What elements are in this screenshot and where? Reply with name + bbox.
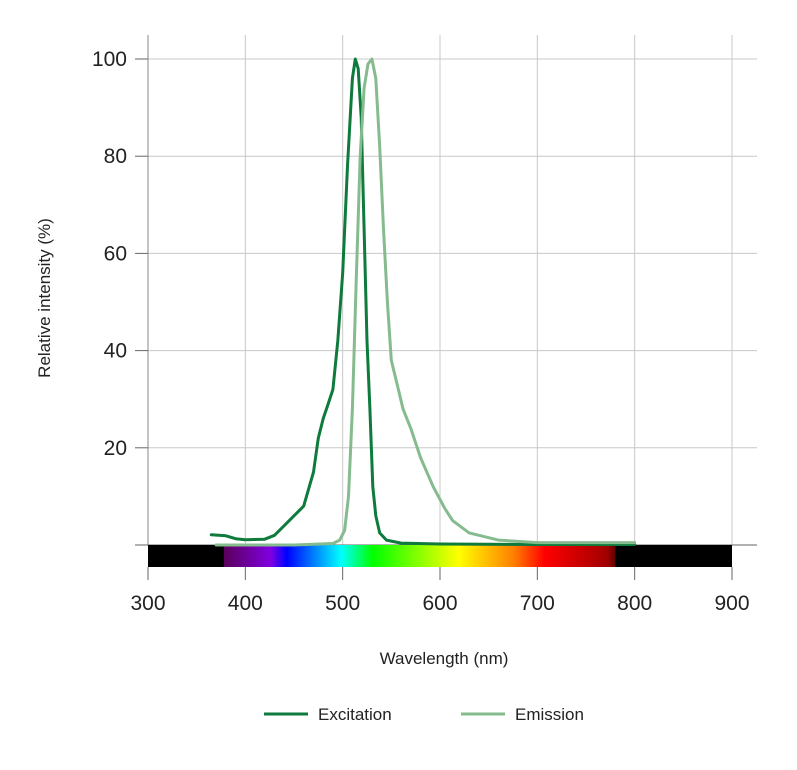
legend-label-excitation: Excitation <box>318 705 392 724</box>
x-tick-label: 600 <box>422 592 457 615</box>
y-axis-label: Relative intensity (%) <box>35 218 54 378</box>
y-tick-label: 100 <box>92 48 127 71</box>
series-line-emission <box>214 57 637 547</box>
x-tick-label: 900 <box>714 592 749 615</box>
legend-label-emission: Emission <box>515 705 584 724</box>
y-tick-label: 40 <box>104 340 127 363</box>
x-tick-label: 400 <box>228 592 263 615</box>
x-tick-label: 500 <box>325 592 360 615</box>
x-tick-label: 300 <box>130 592 165 615</box>
x-axis-label: Wavelength (nm) <box>380 649 509 668</box>
x-tick-label: 700 <box>520 592 555 615</box>
y-tick-label: 20 <box>104 437 127 460</box>
visible-spectrum-bar <box>223 545 616 567</box>
y-tick-label: 60 <box>104 242 127 265</box>
series-line-excitation <box>209 57 637 546</box>
y-tick-label: 80 <box>104 145 127 168</box>
legend: Excitation Emission <box>264 705 584 724</box>
x-tick-label: 800 <box>617 592 652 615</box>
